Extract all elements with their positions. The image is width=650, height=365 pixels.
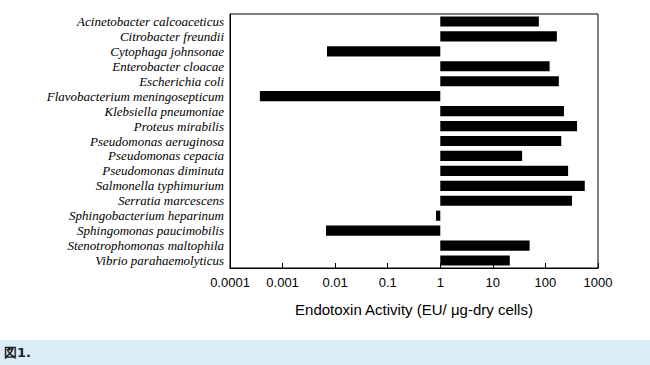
svg-text:1000: 1000 xyxy=(584,275,613,290)
svg-text:Citrobacter freundii: Citrobacter freundii xyxy=(120,29,225,44)
svg-text:0.1: 0.1 xyxy=(379,275,397,290)
svg-text:10: 10 xyxy=(486,275,500,290)
svg-text:Sphingobacterium heparinum: Sphingobacterium heparinum xyxy=(69,208,224,223)
svg-text:Serratia marcescens: Serratia marcescens xyxy=(118,193,224,208)
svg-text:Pseudomonas diminuta: Pseudomonas diminuta xyxy=(101,163,224,178)
svg-text:Escherichia coli: Escherichia coli xyxy=(138,74,224,89)
svg-text:Klebsiella pneumoniae: Klebsiella pneumoniae xyxy=(103,104,224,119)
svg-text:0.0001: 0.0001 xyxy=(210,275,250,290)
svg-text:100: 100 xyxy=(535,275,557,290)
svg-text:Salmonella typhimurium: Salmonella typhimurium xyxy=(96,178,224,193)
svg-text:Vibrio parahaemolyticus: Vibrio parahaemolyticus xyxy=(95,253,224,268)
svg-text:Flavobacterium meningosepticum: Flavobacterium meningosepticum xyxy=(46,89,224,104)
svg-text:Pseudomonas cepacia: Pseudomonas cepacia xyxy=(107,148,224,163)
svg-text:Endotoxin Activity (EU/ μg-dry: Endotoxin Activity (EU/ μg-dry cells) xyxy=(295,301,533,318)
svg-text:Stenotrophomonas maltophila: Stenotrophomonas maltophila xyxy=(67,238,224,253)
svg-text:Pseudomonas aeruginosa: Pseudomonas aeruginosa xyxy=(89,134,224,149)
svg-text:0.01: 0.01 xyxy=(322,275,347,290)
svg-text:1: 1 xyxy=(437,275,444,290)
svg-text:Cytophaga johnsonae: Cytophaga johnsonae xyxy=(110,44,224,59)
svg-text:Proteus mirabilis: Proteus mirabilis xyxy=(133,119,224,134)
svg-text:Enterobacter cloacae: Enterobacter cloacae xyxy=(111,59,224,74)
svg-text:Sphingomonas paucimobilis: Sphingomonas paucimobilis xyxy=(77,223,224,238)
svg-text:0.001: 0.001 xyxy=(266,275,299,290)
html-text:図1.: 図1. xyxy=(4,345,31,360)
svg-text:Acinetobacter calcoaceticus: Acinetobacter calcoaceticus xyxy=(76,14,224,29)
